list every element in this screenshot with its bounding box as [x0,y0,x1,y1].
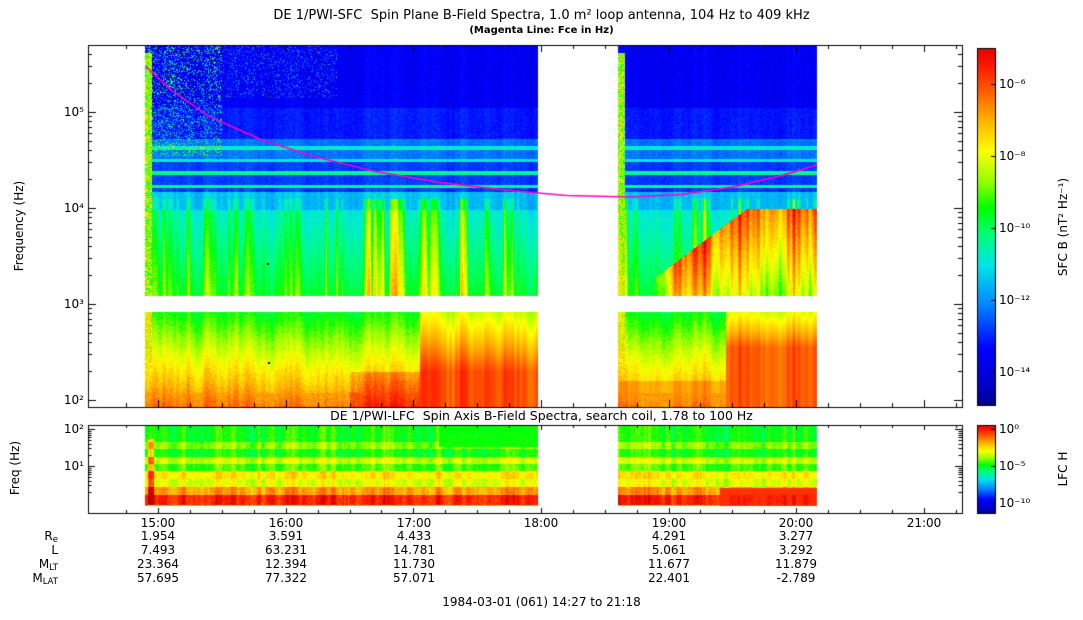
ephemeris-value: 57.695 [137,571,179,585]
ephemeris-value: 22.401 [648,571,690,585]
ytick-label: 10¹ [63,459,84,473]
ytick-label: 10² [63,393,84,407]
ephemeris-value: 4.433 [396,529,432,543]
ephemeris-value: 3.292 [778,543,814,557]
ephemeris-value: 11.730 [393,557,435,571]
ephemeris-row-base: R [44,529,53,543]
ephemeris-row-base: L [51,543,58,557]
colorbar-tick-label: 10⁻¹⁴ [999,365,1031,379]
xtick-label: 17:00 [396,516,432,530]
main-subtitle: (Magenta Line: Fce in Hz) [469,25,614,36]
ephemeris-row-base: M [38,557,50,571]
ytick-label: 10³ [63,297,84,311]
colorbar-tick-label: 10⁻¹⁰ [999,496,1031,510]
ephemeris-row-label: MLAT [12,572,58,589]
ytick-label: 10² [63,422,84,436]
ephemeris-value: 77.322 [265,571,307,585]
ephemeris-value: 5.061 [651,543,687,557]
colorbar-sfc-label: SFC B (nT² Hz⁻¹) [1056,177,1070,277]
colorbar-lfc-label: LFC H [1056,451,1070,487]
xtick-label: 21:00 [906,516,942,530]
ephemeris-row-sub: LAT [42,577,58,587]
colorbar-tick-label: 10⁰ [999,422,1020,436]
ephemeris-row-label: L [12,544,58,561]
ephemeris-row-sub: LT [49,563,58,573]
xtick-label: 16:00 [268,516,304,530]
xtick-label: 15:00 [140,516,176,530]
colorbar-tick-label: 10⁻⁸ [999,149,1026,163]
main-title: DE 1/PWI-SFC Spin Plane B-Field Spectra,… [273,8,810,23]
xtick-label: 19:00 [651,516,687,530]
xtick-label: 18:00 [523,516,559,530]
ephemeris-value: 7.493 [140,543,176,557]
ephemeris-value: 3.591 [268,529,304,543]
lfc-title: DE 1/PWI-LFC Spin Axis B-Field Spectra, … [330,408,753,423]
ephemeris-value: 23.364 [137,557,179,571]
ephemeris-row-label: MLT [12,558,58,575]
footer-label: 1984-03-01 (061) 14:27 to 21:18 [442,595,641,609]
ephemeris-value: 4.291 [651,529,687,543]
colorbar-tick-label: 10⁻⁵ [999,459,1026,473]
colorbar-tick-label: 10⁻¹⁰ [999,221,1031,235]
ephemeris-value: 1.954 [140,529,176,543]
colorbar-tick-label: 10⁻¹² [999,293,1031,307]
ephemeris-value: 63.231 [265,543,307,557]
ephemeris-value: 57.071 [393,571,435,585]
ephemeris-value: 11.677 [648,557,690,571]
colorbar-tick-label: 10⁻⁶ [999,77,1026,91]
ephemeris-value: 11.879 [775,557,817,571]
ytick-label: 10⁴ [63,201,84,215]
ephemeris-value: 12.394 [265,557,307,571]
ephemeris-row-sub: e [52,535,58,545]
ephemeris-value: -2.789 [776,571,816,585]
ephemeris-value: 3.277 [778,529,814,543]
lfc-ylabel: Freq (Hz) [8,440,22,496]
ytick-label: 10⁵ [63,105,84,119]
xtick-label: 20:00 [778,516,814,530]
main-ylabel: Frequency (Hz) [12,180,26,272]
ephemeris-row-base: M [32,571,43,585]
ephemeris-row-label: Re [12,530,58,547]
ephemeris-value: 14.781 [393,543,435,557]
